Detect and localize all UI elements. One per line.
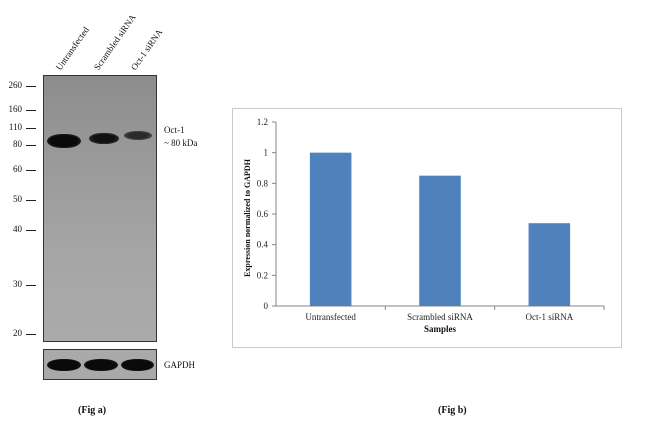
mw-marker-tick <box>26 230 36 231</box>
gapdh-band-oct1-sirna <box>121 359 154 371</box>
chart-frame <box>232 108 622 348</box>
mw-marker-tick <box>26 170 36 171</box>
target-label: Oct-1 <box>164 125 185 135</box>
y-tick-label: 0 <box>264 301 269 311</box>
x-tick-label: Scrambled siRNA <box>407 312 473 322</box>
bar-chart: 0 0.2 0.4 0.6 0.8 1 1.2 Untransfected Scrambled … <box>243 117 605 334</box>
bar <box>528 223 571 306</box>
lane-label: Untransfected <box>53 24 91 72</box>
oct1-band-scrambled <box>89 133 119 144</box>
y-tick-label: 0.8 <box>257 178 269 188</box>
loading-control-label: GAPDH <box>164 360 196 370</box>
y-tick-label: 1 <box>264 148 269 158</box>
y-tick-label: 0.4 <box>257 240 269 250</box>
oct1-band-untransfected <box>47 134 81 148</box>
mw-marker-label: 40 <box>13 224 22 234</box>
mw-marker-label: 50 <box>13 194 22 204</box>
lane-label: Oct-1 siRNA <box>128 27 165 72</box>
mw-marker-label: 160 <box>8 104 23 114</box>
fig-a-label: (Fig a) <box>78 405 107 416</box>
y-tick-label: 1.2 <box>257 117 268 127</box>
bar <box>419 175 461 306</box>
target-size-label: ~ 80 kDa <box>164 138 198 148</box>
x-axis-title: Samples <box>424 324 457 334</box>
y-tick-label: 0.6 <box>257 209 269 219</box>
mw-marker-label: 30 <box>13 279 22 289</box>
y-axis-title: Expression normalized to GAPDH <box>243 158 252 277</box>
mw-marker-tick <box>26 86 36 87</box>
y-tick-label: 0.2 <box>257 270 268 280</box>
western-blot-gapdh-panel <box>43 349 157 380</box>
mw-marker-label: 20 <box>13 328 22 338</box>
mw-marker-tick <box>26 145 36 146</box>
gapdh-band-scrambled <box>84 359 118 371</box>
mw-marker-tick <box>26 128 36 129</box>
mw-marker-label: 80 <box>13 139 22 149</box>
gapdh-band-untransfected <box>47 359 81 371</box>
western-blot-main-panel <box>43 75 157 342</box>
bar <box>309 152 352 306</box>
oct1-band-oct1-sirna <box>124 131 152 140</box>
fig-b-label: (Fig b) <box>438 405 467 416</box>
mw-marker-tick <box>26 110 36 111</box>
x-tick-label: Untransfected <box>305 312 356 322</box>
x-tick-label: Oct-1 siRNA <box>525 312 573 322</box>
mw-marker-tick <box>26 285 36 286</box>
mw-marker-tick <box>26 334 36 335</box>
mw-marker-label: 260 <box>8 80 23 90</box>
mw-marker-tick <box>26 200 36 201</box>
mw-marker-label: 110 <box>8 122 22 132</box>
mw-marker-label: 60 <box>13 164 22 174</box>
